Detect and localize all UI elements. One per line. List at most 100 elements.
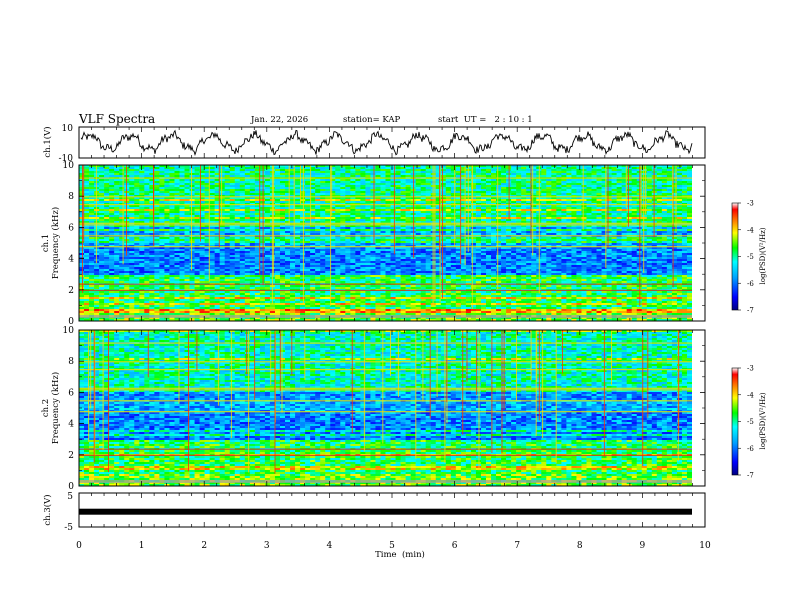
spec-cell: [84, 185, 89, 187]
spec-cell: [295, 187, 300, 189]
spec-cell: [89, 193, 94, 195]
spec-cell: [476, 187, 481, 189]
spec-cell: [642, 175, 647, 177]
spec-cell: [235, 183, 240, 185]
spec-cell: [682, 181, 687, 183]
spec-cell: [240, 193, 245, 195]
spec-cell: [260, 183, 265, 185]
spec-cell: [235, 191, 240, 193]
spec-cell: [586, 189, 591, 191]
spec-cell: [511, 181, 516, 183]
spec-cell: [174, 191, 179, 193]
spec-cell: [169, 191, 174, 193]
spec-cell: [546, 169, 551, 171]
spec-cell: [476, 181, 481, 183]
spec-cell: [210, 187, 215, 189]
spec-cell: [365, 189, 370, 191]
spec-cell: [174, 185, 179, 187]
spec-cell: [350, 175, 355, 177]
spec-cell: [159, 199, 164, 201]
spec-cell: [230, 169, 235, 171]
spec-cell: [667, 175, 672, 177]
spec-cell: [144, 193, 149, 195]
spec-cell: [195, 175, 200, 177]
spec-cell: [592, 169, 597, 171]
spec-cell: [129, 187, 134, 189]
spec-cell: [144, 187, 149, 189]
spec-cell: [265, 179, 270, 181]
spec-cell: [220, 173, 225, 175]
spec-cell: [571, 167, 576, 169]
spec-cell: [556, 179, 561, 181]
spec-cell: [416, 183, 421, 185]
spec-cell: [119, 175, 124, 177]
spec-cell: [320, 191, 325, 193]
spec-cell: [416, 193, 421, 195]
spec-cell: [210, 175, 215, 177]
spec-cell: [386, 171, 391, 173]
spec-cell: [129, 199, 134, 201]
spec-cell: [571, 191, 576, 193]
spec-cell: [225, 201, 230, 203]
spec-cell: [139, 193, 144, 195]
spec-cell: [677, 193, 682, 195]
spec-cell: [496, 187, 501, 189]
spec-cell: [662, 179, 667, 181]
spec-cell: [169, 187, 174, 189]
spec-cell: [230, 187, 235, 189]
spec-cell: [139, 173, 144, 175]
spec-cell: [84, 181, 89, 183]
spec-cell: [662, 183, 667, 185]
spec-cell: [370, 173, 375, 175]
spec-cell: [441, 169, 446, 171]
spec-cell: [275, 181, 280, 183]
spec-cell: [551, 191, 556, 193]
spec-cell: [164, 191, 169, 193]
spec-cell: [416, 171, 421, 173]
spec-cell: [295, 199, 300, 201]
spec-cell: [370, 193, 375, 195]
spec-cell: [154, 181, 159, 183]
spec-cell: [230, 181, 235, 183]
spec-cell: [556, 167, 561, 169]
spec-cell: [104, 187, 109, 189]
spec-cell: [396, 185, 401, 187]
spec-cell: [576, 181, 581, 183]
spec-cell: [657, 191, 662, 193]
spec-cell: [159, 169, 164, 171]
spec-cell: [340, 169, 345, 171]
spec-cell: [642, 191, 647, 193]
spec-cell: [315, 193, 320, 195]
spec-cell: [375, 173, 380, 175]
spec-cell: [617, 185, 622, 187]
spec-cell: [320, 181, 325, 183]
spec-cell: [195, 185, 200, 187]
spec-cell: [406, 181, 411, 183]
spec-cell: [250, 179, 255, 181]
spec-cell: [662, 167, 667, 169]
spec-cell: [139, 181, 144, 183]
spec-cell: [210, 201, 215, 203]
spec-cell: [607, 191, 612, 193]
spec-cell: [210, 199, 215, 201]
spec-cell: [335, 169, 340, 171]
spec-cell: [441, 173, 446, 175]
spec-cell: [220, 181, 225, 183]
spec-cell: [511, 185, 516, 187]
spec-cell: [571, 189, 576, 191]
spec-cell: [114, 171, 119, 173]
spec-cell: [109, 183, 114, 185]
spec-cell: [612, 201, 617, 203]
spec-cell: [220, 189, 225, 191]
spec-cell: [355, 169, 360, 171]
spec-cell: [511, 201, 516, 203]
spec-cell: [195, 189, 200, 191]
spec-cell: [260, 201, 265, 203]
spec-cell: [546, 181, 551, 183]
spec-cell: [642, 187, 647, 189]
spec-cell: [84, 189, 89, 191]
spec-cell: [551, 187, 556, 189]
spec-cell: [84, 201, 89, 203]
spec-cell: [350, 187, 355, 189]
spec-cell: [260, 179, 265, 181]
